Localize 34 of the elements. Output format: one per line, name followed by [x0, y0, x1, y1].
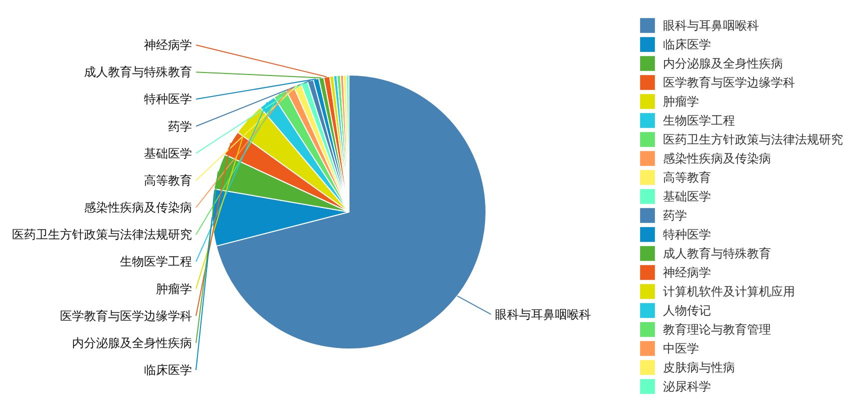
slice-label: 药学 [168, 119, 192, 134]
legend-label: 教育理论与教育管理 [663, 322, 771, 336]
legend-label: 人物传记 [663, 304, 711, 318]
slice-label: 生物医学工程 [120, 254, 192, 269]
legend-label: 成人教育与特殊教育 [663, 246, 771, 260]
slice-label: 医药卫生方针政策与法律法规研究 [12, 228, 192, 242]
legend-label: 感染性疾病及传染病 [663, 152, 771, 166]
slice-label: 感染性疾病及传染病 [84, 200, 192, 214]
legend-label: 神经病学 [663, 266, 711, 280]
legend-label: 基础医学 [663, 190, 711, 204]
legend-label: 内分泌腺及全身性疾病 [663, 56, 783, 70]
legend-label: 特种医学 [663, 228, 711, 242]
legend-label: 药学 [663, 208, 687, 222]
legend-label: 高等教育 [663, 170, 711, 184]
slice-label: 基础医学 [144, 146, 192, 160]
legend-label: 临床医学 [663, 38, 711, 52]
legend-label: 医药卫生方针政策与法律法规研究 [663, 132, 843, 146]
legend-label: 中医学 [663, 342, 699, 356]
legend-label: 生物医学工程 [663, 114, 735, 128]
legend-label: 皮肤病与性病 [663, 360, 735, 374]
slice-label: 高等教育 [144, 173, 192, 188]
slice-label: 内分泌腺及全身性疾病 [72, 336, 192, 350]
slice-label: 神经病学 [144, 38, 192, 52]
legend-label: 肿瘤学 [663, 94, 699, 108]
legend-label: 计算机软件及计算机应用 [663, 284, 795, 298]
slice-label: 肿瘤学 [156, 282, 192, 296]
slice-label: 眼科与耳鼻咽喉科 [494, 307, 591, 322]
slice-label: 特种医学 [144, 92, 192, 106]
legend-label: 泌尿科学 [663, 380, 711, 394]
legend-label: 医学教育与医学边缘学科 [663, 76, 795, 90]
slice-label: 医学教育与医学边缘学科 [60, 308, 192, 323]
slice-label: 成人教育与特殊教育 [84, 65, 192, 80]
legend-label: 眼科与耳鼻咽喉科 [663, 18, 759, 32]
slice-label: 临床医学 [144, 363, 192, 377]
